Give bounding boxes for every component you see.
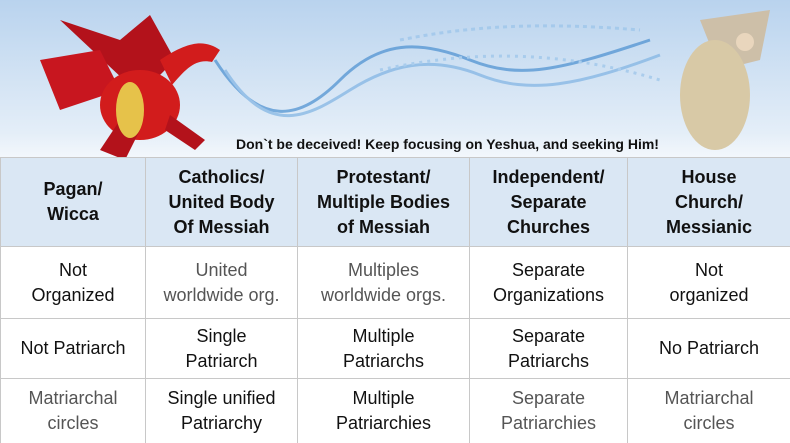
- angel: [680, 10, 770, 150]
- cell: United worldwide org.: [145, 246, 298, 319]
- cell: Single Patriarch: [145, 318, 298, 379]
- decoration: [40, 10, 770, 160]
- header-cell: Independent/ Separate Churches: [469, 157, 628, 247]
- cell: Not Patriarch: [0, 318, 146, 379]
- cell: Single unified Patriarchy: [145, 378, 298, 443]
- cell: Separate Patriarchies: [469, 378, 628, 443]
- cell: Separate Organizations: [469, 246, 628, 319]
- header-cell: Pagan/ Wicca: [0, 157, 146, 247]
- header-cell: Protestant/ Multiple Bodies of Messiah: [297, 157, 470, 247]
- cell: Multiple Patriarchs: [297, 318, 470, 379]
- table-row: Not Organized United worldwide org. Mult…: [0, 246, 790, 319]
- header-cell: Catholics/ United Body Of Messiah: [145, 157, 298, 247]
- cell: Matriarchal circles: [0, 378, 146, 443]
- cell: Separate Patriarchs: [469, 318, 628, 379]
- cell: Not organized: [627, 246, 790, 319]
- cell: No Patriarch: [627, 318, 790, 379]
- table-row: Not Patriarch Single Patriarch Multiple …: [0, 318, 790, 379]
- water: [213, 24, 661, 118]
- cell: Matriarchal circles: [627, 378, 790, 443]
- comparison-table: Pagan/ Wicca Catholics/ United Body Of M…: [0, 157, 790, 443]
- header-cell: House Church/ Messianic: [627, 157, 790, 247]
- dragon: [40, 15, 220, 160]
- caption: Don`t be deceived! Keep focusing on Yesh…: [236, 136, 659, 152]
- cell: Not Organized: [0, 246, 146, 319]
- table-row: Matriarchal circles Single unified Patri…: [0, 378, 790, 443]
- cell: Multiple Patriarchies: [297, 378, 470, 443]
- header-row: Pagan/ Wicca Catholics/ United Body Of M…: [0, 157, 790, 247]
- cell: Multiples worldwide orgs.: [297, 246, 470, 319]
